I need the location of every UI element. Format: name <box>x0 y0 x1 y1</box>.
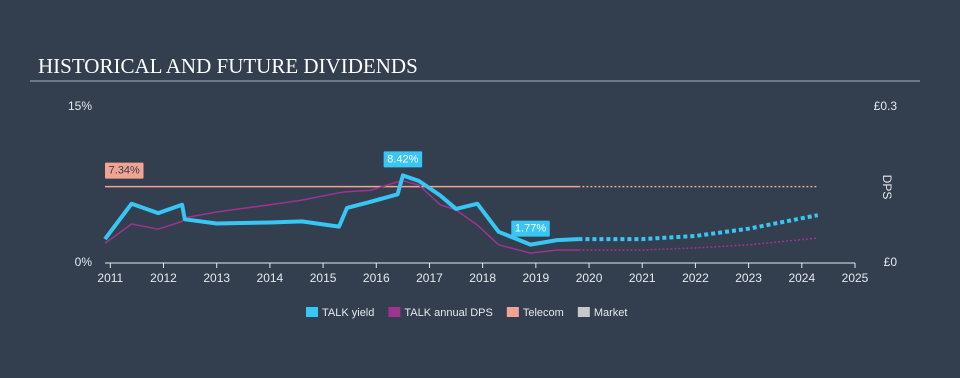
x-tick-label: 2021 <box>629 271 656 285</box>
value-label: 1.77% <box>515 222 546 234</box>
x-tick-label: 2023 <box>735 271 762 285</box>
x-tick-label: 2016 <box>363 271 390 285</box>
y-tick-label: 0% <box>75 255 93 269</box>
x-tick-label: 2018 <box>469 271 496 285</box>
x-tick-label: 2012 <box>150 271 177 285</box>
forecast-line <box>578 237 818 251</box>
legend-swatch <box>306 307 318 317</box>
x-tick-label: 2015 <box>310 271 337 285</box>
y2-tick-label: £0 <box>884 255 898 269</box>
legend-swatch <box>506 307 519 317</box>
x-tick-label: 2025 <box>842 271 869 285</box>
x-tick-label: 2017 <box>416 271 443 285</box>
x-tick-label: 2020 <box>576 271 603 285</box>
value-label-box <box>383 151 423 168</box>
series-line <box>103 173 579 247</box>
y2-tick-label: £0.3 <box>874 99 898 113</box>
x-tick-label: 2013 <box>203 271 230 285</box>
y2-axis-label: DPS <box>880 175 894 200</box>
value-label: 8.42% <box>387 153 418 165</box>
x-tick-label: 2011 <box>97 271 123 285</box>
legend-label: TALK yield <box>322 307 374 319</box>
legend-label: Market <box>594 307 628 319</box>
x-tick-label: 2014 <box>257 271 284 285</box>
y-tick-label: 15% <box>68 99 92 113</box>
legend-label: Telecom <box>523 307 564 319</box>
legend-swatch <box>577 307 590 317</box>
value-label-box <box>105 162 144 179</box>
x-tick-label: 2019 <box>522 271 549 285</box>
x-tick-label: 2024 <box>788 271 815 285</box>
chart-title: HISTORICAL AND FUTURE DIVIDENDS <box>38 54 418 78</box>
legend-swatch <box>388 307 401 317</box>
forecast-line <box>578 213 819 242</box>
x-tick-label: 2022 <box>682 271 709 285</box>
value-label-box <box>511 220 550 237</box>
value-label: 7.34% <box>109 165 140 177</box>
legend-label: TALK annual DPS <box>404 307 492 319</box>
